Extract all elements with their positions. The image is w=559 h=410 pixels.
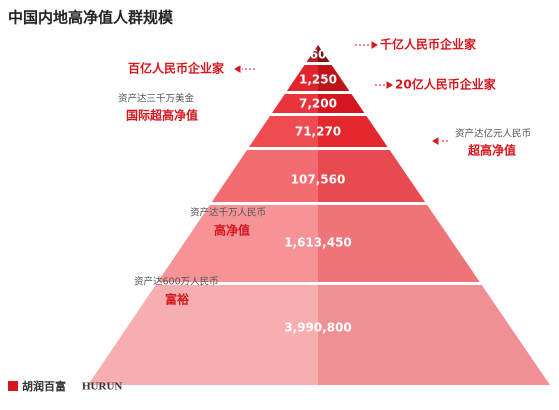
pyramid: 60 1,250 7,200 71,270 107,560 1,613,450 3,990,… <box>88 45 550 385</box>
pointers <box>234 41 448 145</box>
level-right <box>318 150 426 202</box>
level-value: 3,990,800 <box>284 321 352 335</box>
level-value: 107,560 <box>291 173 346 187</box>
annotation-sub: 资产达600万人民币 <box>134 276 219 288</box>
level-right <box>318 205 480 282</box>
title: 中国内地高净值人群规模 <box>8 9 174 27</box>
annotation: 超高净值 <box>467 143 516 158</box>
annotation: 20亿人民币企业家 <box>395 77 497 92</box>
level-right <box>318 65 350 91</box>
level-value: 1,613,450 <box>284 236 352 250</box>
level-left <box>157 205 318 282</box>
annotation: 高净值 <box>214 223 250 238</box>
level-right <box>318 116 388 147</box>
level-left <box>211 150 318 202</box>
annotation: 国际超高净值 <box>126 108 198 123</box>
annotation-sub: 资产达三千万美金 <box>118 93 195 105</box>
level-left <box>249 116 318 147</box>
level-right <box>318 94 365 113</box>
logo-en: HURUN <box>82 381 122 393</box>
level-value: 60 <box>310 48 327 62</box>
level-right <box>318 45 330 62</box>
level-value: 7,200 <box>299 97 337 111</box>
annotation: 千亿人民币企业家 <box>380 37 477 52</box>
logo-cn: 胡润百富 <box>22 379 66 393</box>
annotation: 百亿人民币企业家 <box>128 61 225 76</box>
level-value: 1,250 <box>299 73 337 87</box>
level-right <box>318 285 550 385</box>
level-value: 71,270 <box>295 125 341 139</box>
level-left <box>272 94 318 113</box>
level-left <box>88 285 318 385</box>
level-left <box>286 65 318 91</box>
logo-mark <box>8 381 18 391</box>
annotation: 富裕 <box>165 292 189 307</box>
annotation-sub: 资产达千万人民币 <box>190 207 266 219</box>
annotation-sub: 资产达亿元人民币 <box>455 128 531 140</box>
level-left <box>306 45 318 62</box>
